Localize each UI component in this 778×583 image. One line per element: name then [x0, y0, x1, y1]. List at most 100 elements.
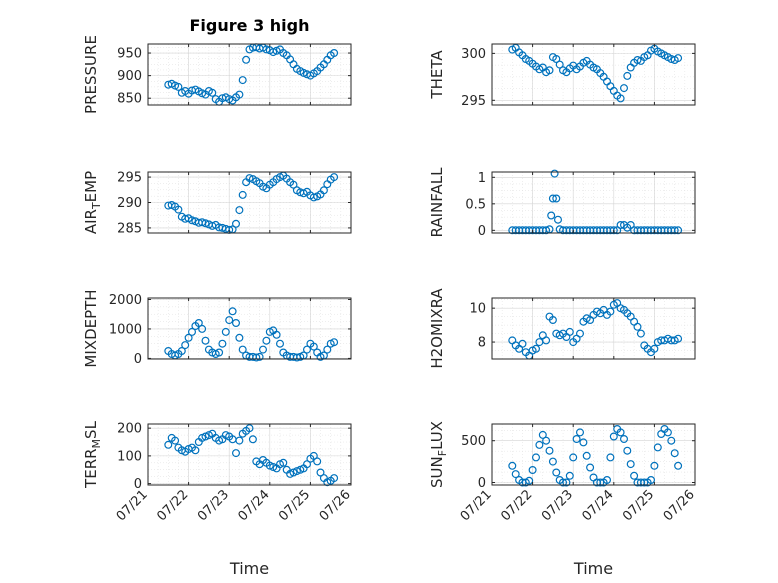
- data-point: [225, 316, 234, 325]
- data-point: [174, 82, 183, 91]
- y-tick-label: 8: [478, 336, 486, 351]
- data-point: [531, 344, 540, 353]
- data-point: [609, 432, 618, 441]
- subplot-5: 8 10 H2OMIXRA: [428, 288, 696, 369]
- data-point: [623, 446, 632, 455]
- y-tick-label: 0.5: [465, 197, 486, 212]
- data-point: [552, 468, 561, 477]
- data-point: [276, 339, 285, 348]
- y-tick-label: 200: [117, 422, 142, 437]
- axes-frame: [147, 423, 352, 486]
- data-point: [619, 84, 628, 93]
- data-point: [582, 451, 591, 460]
- data-point: [575, 329, 584, 338]
- data-point: [606, 453, 615, 462]
- data-point: [609, 226, 618, 235]
- data-point: [323, 55, 332, 64]
- data-point: [319, 186, 328, 195]
- data-point: [198, 324, 207, 333]
- data-point: [552, 54, 561, 63]
- data-point: [542, 336, 551, 345]
- data-point: [616, 94, 625, 103]
- data-point: [547, 211, 556, 220]
- data-point: [232, 319, 241, 328]
- data-point: [626, 460, 635, 469]
- data-point: [553, 215, 562, 224]
- data-point: [650, 344, 659, 353]
- x-axis-label: Time: [229, 559, 269, 578]
- data-point: [238, 190, 247, 199]
- data-point: [235, 90, 244, 99]
- data-point: [548, 316, 557, 325]
- y-tick-label: 100: [117, 449, 142, 464]
- data-point: [215, 348, 224, 357]
- data-point: [164, 440, 173, 449]
- data-point: [640, 478, 649, 487]
- x-tick-label: 07/25: [620, 487, 657, 524]
- y-tick-label: 295: [117, 171, 142, 186]
- data-point: [330, 474, 339, 483]
- data-point: [542, 226, 551, 235]
- data-point: [313, 457, 322, 466]
- y-axis-label: SUNFLUX: [428, 421, 449, 488]
- data-point: [262, 336, 271, 345]
- data-point: [616, 221, 625, 230]
- y-tick-label: 0: [134, 352, 142, 367]
- data-point: [309, 342, 318, 351]
- chart-title: Figure 3 high: [190, 16, 310, 35]
- data-point: [262, 45, 271, 54]
- data-point: [616, 428, 625, 437]
- data-point: [245, 424, 254, 433]
- subplot-2: 285 290 295 AIRTEMP: [82, 171, 352, 236]
- data-point: [316, 468, 325, 477]
- data-point: [238, 76, 247, 85]
- data-point: [657, 430, 666, 439]
- y-tick-label: 900: [117, 69, 142, 84]
- data-point: [586, 463, 595, 472]
- data-point: [550, 169, 559, 178]
- axes-frame: [491, 171, 696, 234]
- data-point: [538, 430, 547, 439]
- data-point: [255, 352, 264, 361]
- axes-frame: [491, 423, 696, 486]
- y-tick-label: 950: [117, 47, 142, 62]
- y-tick-label: 2000: [109, 293, 142, 308]
- data-point: [545, 66, 554, 75]
- x-tick-label: 07/22: [154, 487, 191, 524]
- data-point: [289, 180, 298, 189]
- data-point: [674, 461, 683, 470]
- data-point: [555, 60, 564, 69]
- data-point: [330, 338, 339, 347]
- y-axis-label: PRESSURE: [82, 35, 100, 114]
- data-point: [528, 466, 537, 475]
- data-point: [272, 330, 281, 339]
- data-point: [218, 339, 227, 348]
- y-tick-label: 285: [117, 221, 142, 236]
- data-point: [670, 226, 679, 235]
- data-point: [535, 440, 544, 449]
- y-tick-label: 0: [134, 477, 142, 492]
- data-point: [323, 180, 332, 189]
- axes-frame: [491, 43, 696, 106]
- y-tick-label: 10: [469, 302, 486, 317]
- data-point: [531, 453, 540, 462]
- data-point: [259, 345, 268, 354]
- y-tick-label: 0: [478, 476, 486, 491]
- y-axis-label: H2OMIXRA: [428, 288, 446, 369]
- data-point: [667, 436, 676, 445]
- x-tick-label: 07/24: [580, 487, 617, 524]
- subplot-3: 0 0.5 1 RAINFALL: [428, 167, 696, 239]
- x-tick-label: 07/24: [236, 487, 273, 524]
- data-point: [602, 476, 611, 485]
- data-point: [542, 436, 551, 445]
- y-tick-label: 500: [461, 434, 486, 449]
- data-point: [188, 327, 197, 336]
- x-tick-label: 07/26: [661, 487, 698, 524]
- x-tick-label: 07/21: [114, 487, 151, 524]
- y-axis-label: RAINFALL: [428, 167, 446, 238]
- data-point: [663, 428, 672, 437]
- data-point: [279, 458, 288, 467]
- data-point: [303, 345, 312, 354]
- y-tick-label: 295: [461, 94, 486, 109]
- data-point: [596, 478, 605, 487]
